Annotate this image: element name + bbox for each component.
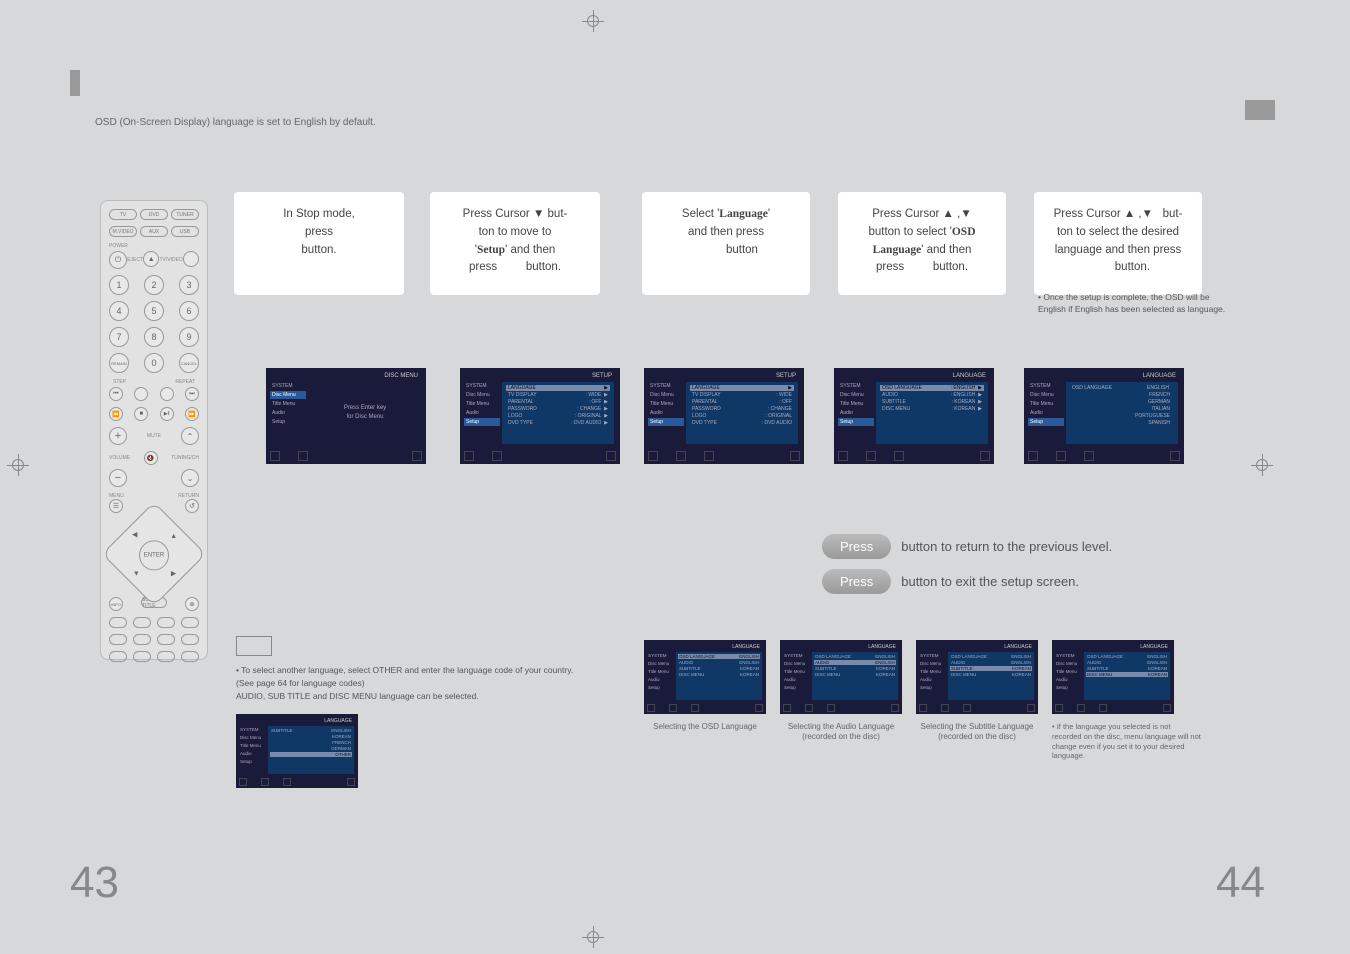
osd-shot-4: LANGUAGE SYSTEM Disc Menu Title Menu Aud… — [834, 368, 994, 464]
tuning-label: TUNING/CH — [171, 455, 199, 461]
page-number-left: 43 — [70, 858, 119, 908]
small-a — [109, 617, 127, 628]
mute-label: MUTE — [147, 433, 161, 439]
small-l — [181, 651, 199, 662]
power-label: POWER — [109, 243, 199, 249]
power-icon: ⏻ — [109, 251, 127, 269]
num-0: 0 — [144, 353, 164, 373]
volume-label: VOLUME — [109, 455, 130, 461]
vol-up-icon: + — [109, 427, 127, 445]
num-2: 2 — [144, 275, 164, 295]
return-icon: ↺ — [185, 499, 199, 513]
small-j — [133, 651, 151, 662]
return-label: RETURN — [178, 493, 199, 499]
play-icon: ▶‖ — [160, 407, 174, 421]
mini-shot-osd: LANGUAGE SYSTEMDisc MenuTitle MenuAudioS… — [644, 640, 766, 714]
vol-down-icon: − — [109, 469, 127, 487]
prev-icon: ⏮ — [109, 387, 123, 401]
repeat-label: REPEAT — [175, 379, 195, 385]
mini-shots-row: LANGUAGE SYSTEMDisc MenuTitle MenuAudioS… — [644, 640, 1202, 761]
osd-shot-2: SETUP SYSTEM Disc Menu Title Menu Audio … — [460, 368, 620, 464]
next-icon: ⏭ — [185, 387, 199, 401]
press-pill-1: Press — [822, 534, 891, 559]
osd-shot-1: DISC MENU SYSTEM Disc Menu Title Menu Au… — [266, 368, 426, 464]
remote-btn-tv: TV — [109, 209, 137, 220]
num-5: 5 — [144, 301, 164, 321]
remote-illustration: TV DVD TUNER M.VIDEO AUX USB POWER ⏻ EJE… — [100, 200, 208, 660]
num-8: 8 — [144, 327, 164, 347]
page-accent-left — [70, 70, 80, 96]
rew-icon: ⏪ — [109, 407, 123, 421]
intro-text: OSD (On-Screen Display) language is set … — [95, 117, 376, 128]
note-box: • To select another language, select OTH… — [236, 636, 626, 788]
enter-button: ENTER — [139, 540, 169, 570]
mini-shot-audio: LANGUAGE SYSTEMDisc MenuTitle MenuAudioS… — [780, 640, 902, 714]
page-number-right: 44 — [1216, 858, 1265, 908]
tune-up-icon: ⌃ — [181, 427, 199, 445]
menu-icon: ☰ — [109, 499, 123, 513]
step-1: In Stop mode,pressbutton. — [234, 192, 404, 295]
num-6: 6 — [179, 301, 199, 321]
eject-icon: ▲ — [143, 251, 159, 267]
ff-icon: ⏩ — [185, 407, 199, 421]
stop-icon: ■ — [134, 407, 148, 421]
caption-subtitle: Selecting the Subtitle Language (recorde… — [916, 722, 1038, 743]
eject-label: EJECT — [127, 257, 143, 263]
mute-icon: 🔇 — [144, 451, 158, 465]
remote-btn-aux: AUX — [140, 226, 168, 237]
num-7: 7 — [109, 327, 129, 347]
note-osd-shot: LANGUAGE SYSTEM Disc Menu Title Menu Aud… — [236, 714, 358, 788]
remote-btn-tuner: TUNER — [171, 209, 199, 220]
step-5: Press Cursor ▲ ,▼ but-ton to select the … — [1034, 192, 1202, 295]
small-d — [181, 617, 199, 628]
pl2-btn: ⊕ — [185, 597, 199, 611]
small-e — [109, 634, 127, 645]
tvvideo-btn — [183, 251, 199, 267]
press-pill-2: Press — [822, 569, 891, 594]
step-4: Press Cursor ▲ ,▼button to select 'OSDLa… — [838, 192, 1006, 295]
mini-shot-subtitle: LANGUAGE SYSTEMDisc MenuTitle MenuAudioS… — [916, 640, 1038, 714]
page-accent-right — [1245, 100, 1275, 120]
step-3: Select 'Language'and then press button — [642, 192, 810, 295]
hint-return: button to return to the previous level. — [901, 539, 1112, 554]
repeat-btn — [160, 387, 174, 401]
num-remain: REMAIN — [109, 353, 129, 373]
caption-osd: Selecting the OSD Language — [644, 722, 766, 732]
small-g — [157, 634, 175, 645]
tune-down-icon: ⌄ — [181, 469, 199, 487]
num-cancel: CANCEL — [179, 353, 199, 373]
small-b — [133, 617, 151, 628]
num-1: 1 — [109, 275, 129, 295]
tip-5: • Once the setup is complete, the OSD wi… — [1038, 292, 1238, 316]
hint-exit: button to exit the setup screen. — [901, 574, 1079, 589]
small-k — [157, 651, 175, 662]
caption-audio: Selecting the Audio Language (recorded o… — [780, 722, 902, 743]
small-f — [133, 634, 151, 645]
dpad: ENTER ▲ ▼ ◀ ▶ — [102, 502, 207, 607]
num-4: 4 — [109, 301, 129, 321]
osd-shot-3: SETUP SYSTEM Disc Menu Title Menu Audio … — [644, 368, 804, 464]
remote-btn-usb: USB — [171, 226, 199, 237]
num-3: 3 — [179, 275, 199, 295]
tvvideo-label: TV/VIDEO — [159, 257, 182, 263]
hints-block: Press button to return to the previous l… — [822, 534, 1112, 604]
step-2: Press Cursor ▼ but-ton to move to'Setup'… — [430, 192, 600, 295]
footnote: • If the language you selected is not re… — [1052, 722, 1202, 761]
osd-shot-5: LANGUAGE SYSTEM Disc Menu Title Menu Aud… — [1024, 368, 1184, 464]
small-i — [109, 651, 127, 662]
step-btn — [134, 387, 148, 401]
mini-shot-extra: LANGUAGE SYSTEMDisc MenuTitle MenuAudioS… — [1052, 640, 1174, 714]
step-label: STEP — [113, 379, 126, 385]
small-h — [181, 634, 199, 645]
note-header-box — [236, 636, 272, 656]
info-btn: INFO — [109, 597, 123, 611]
remote-btn-mvideo: M.VIDEO — [109, 226, 137, 237]
remote-btn-dvd: DVD — [140, 209, 168, 220]
num-9: 9 — [179, 327, 199, 347]
small-c — [157, 617, 175, 628]
